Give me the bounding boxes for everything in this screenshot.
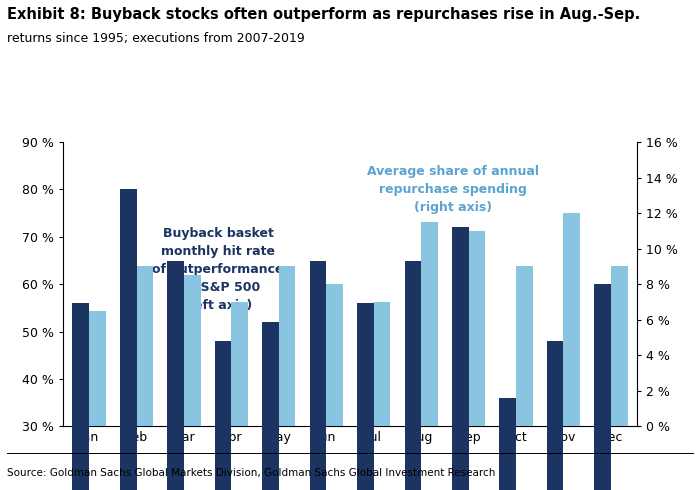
- Bar: [374, 302, 391, 426]
- Bar: [120, 190, 136, 490]
- Bar: [89, 311, 106, 426]
- Bar: [564, 213, 580, 426]
- Bar: [326, 284, 343, 426]
- Bar: [309, 261, 326, 490]
- Bar: [215, 341, 232, 490]
- Bar: [421, 222, 438, 426]
- Text: Average share of annual
repurchase spending
(right axis): Average share of annual repurchase spend…: [368, 165, 539, 214]
- Bar: [167, 261, 184, 490]
- Bar: [73, 303, 89, 490]
- Bar: [184, 275, 201, 426]
- Text: Source: Goldman Sachs Global Markets Division, Goldman Sachs Global Investment R: Source: Goldman Sachs Global Markets Div…: [7, 468, 496, 478]
- Bar: [357, 303, 374, 490]
- Bar: [594, 284, 611, 490]
- Text: Buyback basket
monthly hit rate
of outperformance
vs. S&P 500
(left axis): Buyback basket monthly hit rate of outpe…: [152, 227, 284, 312]
- Bar: [405, 261, 421, 490]
- Text: Exhibit 8: Buyback stocks often outperform as repurchases rise in Aug.-Sep.: Exhibit 8: Buyback stocks often outperfo…: [7, 7, 640, 23]
- Bar: [262, 322, 279, 490]
- Bar: [499, 398, 516, 490]
- Text: returns since 1995; executions from 2007-2019: returns since 1995; executions from 2007…: [7, 32, 304, 45]
- Bar: [468, 231, 485, 426]
- Bar: [516, 267, 533, 426]
- Bar: [136, 267, 153, 426]
- Bar: [232, 302, 248, 426]
- Bar: [547, 341, 564, 490]
- Bar: [279, 267, 295, 426]
- Bar: [452, 227, 468, 490]
- Bar: [611, 267, 627, 426]
